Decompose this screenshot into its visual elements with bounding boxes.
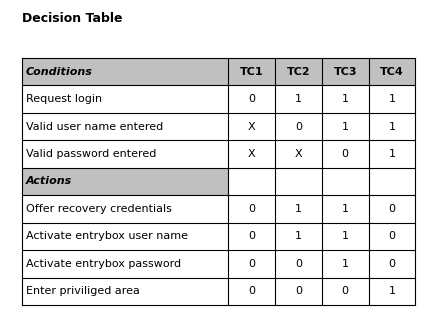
Bar bbox=[228, 168, 274, 195]
Bar bbox=[22, 113, 228, 140]
Text: 1: 1 bbox=[294, 231, 301, 241]
Text: Actions: Actions bbox=[26, 177, 72, 186]
Text: Activate entrybox password: Activate entrybox password bbox=[26, 259, 181, 269]
Text: 1: 1 bbox=[294, 204, 301, 214]
Bar bbox=[368, 113, 414, 140]
Text: 0: 0 bbox=[248, 94, 255, 104]
Bar bbox=[321, 278, 368, 305]
Bar bbox=[274, 250, 321, 278]
Text: X: X bbox=[294, 149, 302, 159]
Bar bbox=[274, 140, 321, 168]
Bar bbox=[368, 223, 414, 250]
Bar bbox=[368, 86, 414, 113]
Bar bbox=[274, 195, 321, 223]
Bar bbox=[22, 168, 228, 195]
Bar bbox=[22, 223, 228, 250]
Bar bbox=[228, 86, 274, 113]
Text: 0: 0 bbox=[248, 204, 255, 214]
Bar bbox=[22, 140, 228, 168]
Text: 0: 0 bbox=[294, 286, 301, 296]
Bar bbox=[274, 58, 321, 86]
Text: 1: 1 bbox=[294, 94, 301, 104]
Text: 0: 0 bbox=[341, 149, 348, 159]
Text: Decision Table: Decision Table bbox=[22, 11, 122, 24]
Text: Request login: Request login bbox=[26, 94, 102, 104]
Bar bbox=[368, 195, 414, 223]
Bar bbox=[321, 195, 368, 223]
Text: 1: 1 bbox=[388, 122, 395, 132]
Text: 0: 0 bbox=[388, 231, 395, 241]
Text: 1: 1 bbox=[341, 94, 348, 104]
Bar bbox=[228, 113, 274, 140]
Text: 1: 1 bbox=[388, 286, 395, 296]
Text: Enter priviliged area: Enter priviliged area bbox=[26, 286, 140, 296]
Text: 0: 0 bbox=[248, 259, 255, 269]
Text: 0: 0 bbox=[248, 286, 255, 296]
Bar bbox=[321, 113, 368, 140]
Bar bbox=[368, 250, 414, 278]
Text: Conditions: Conditions bbox=[26, 67, 93, 77]
Text: 1: 1 bbox=[388, 149, 395, 159]
Text: TC3: TC3 bbox=[333, 67, 356, 77]
Bar bbox=[228, 223, 274, 250]
Text: Valid password entered: Valid password entered bbox=[26, 149, 156, 159]
Text: 1: 1 bbox=[341, 259, 348, 269]
Bar bbox=[228, 58, 274, 86]
Bar bbox=[321, 140, 368, 168]
Bar bbox=[274, 86, 321, 113]
Text: 1: 1 bbox=[388, 94, 395, 104]
Bar bbox=[274, 223, 321, 250]
Text: Valid user name entered: Valid user name entered bbox=[26, 122, 163, 132]
Text: 1: 1 bbox=[341, 204, 348, 214]
Text: Activate entrybox user name: Activate entrybox user name bbox=[26, 231, 187, 241]
Bar bbox=[22, 250, 228, 278]
Bar bbox=[22, 86, 228, 113]
Bar bbox=[321, 58, 368, 86]
Bar bbox=[228, 140, 274, 168]
Text: 1: 1 bbox=[341, 122, 348, 132]
Text: 0: 0 bbox=[388, 204, 395, 214]
Bar bbox=[274, 168, 321, 195]
Bar bbox=[274, 278, 321, 305]
Text: Offer recovery credentials: Offer recovery credentials bbox=[26, 204, 171, 214]
Text: 0: 0 bbox=[294, 259, 301, 269]
Bar bbox=[368, 168, 414, 195]
Bar bbox=[321, 168, 368, 195]
Text: X: X bbox=[247, 149, 255, 159]
Bar bbox=[22, 195, 228, 223]
Text: 0: 0 bbox=[248, 231, 255, 241]
Bar bbox=[368, 58, 414, 86]
Bar bbox=[22, 278, 228, 305]
Bar bbox=[274, 113, 321, 140]
Text: 1: 1 bbox=[341, 231, 348, 241]
Bar bbox=[368, 140, 414, 168]
Bar bbox=[321, 250, 368, 278]
Text: X: X bbox=[247, 122, 255, 132]
Text: 0: 0 bbox=[341, 286, 348, 296]
Bar bbox=[228, 250, 274, 278]
Text: TC4: TC4 bbox=[379, 67, 403, 77]
Text: TC2: TC2 bbox=[286, 67, 309, 77]
Bar bbox=[321, 86, 368, 113]
Bar bbox=[22, 58, 228, 86]
Text: 0: 0 bbox=[294, 122, 301, 132]
Bar bbox=[368, 278, 414, 305]
Text: TC1: TC1 bbox=[239, 67, 263, 77]
Bar bbox=[228, 278, 274, 305]
Bar bbox=[321, 223, 368, 250]
Bar bbox=[228, 195, 274, 223]
Text: 0: 0 bbox=[388, 259, 395, 269]
